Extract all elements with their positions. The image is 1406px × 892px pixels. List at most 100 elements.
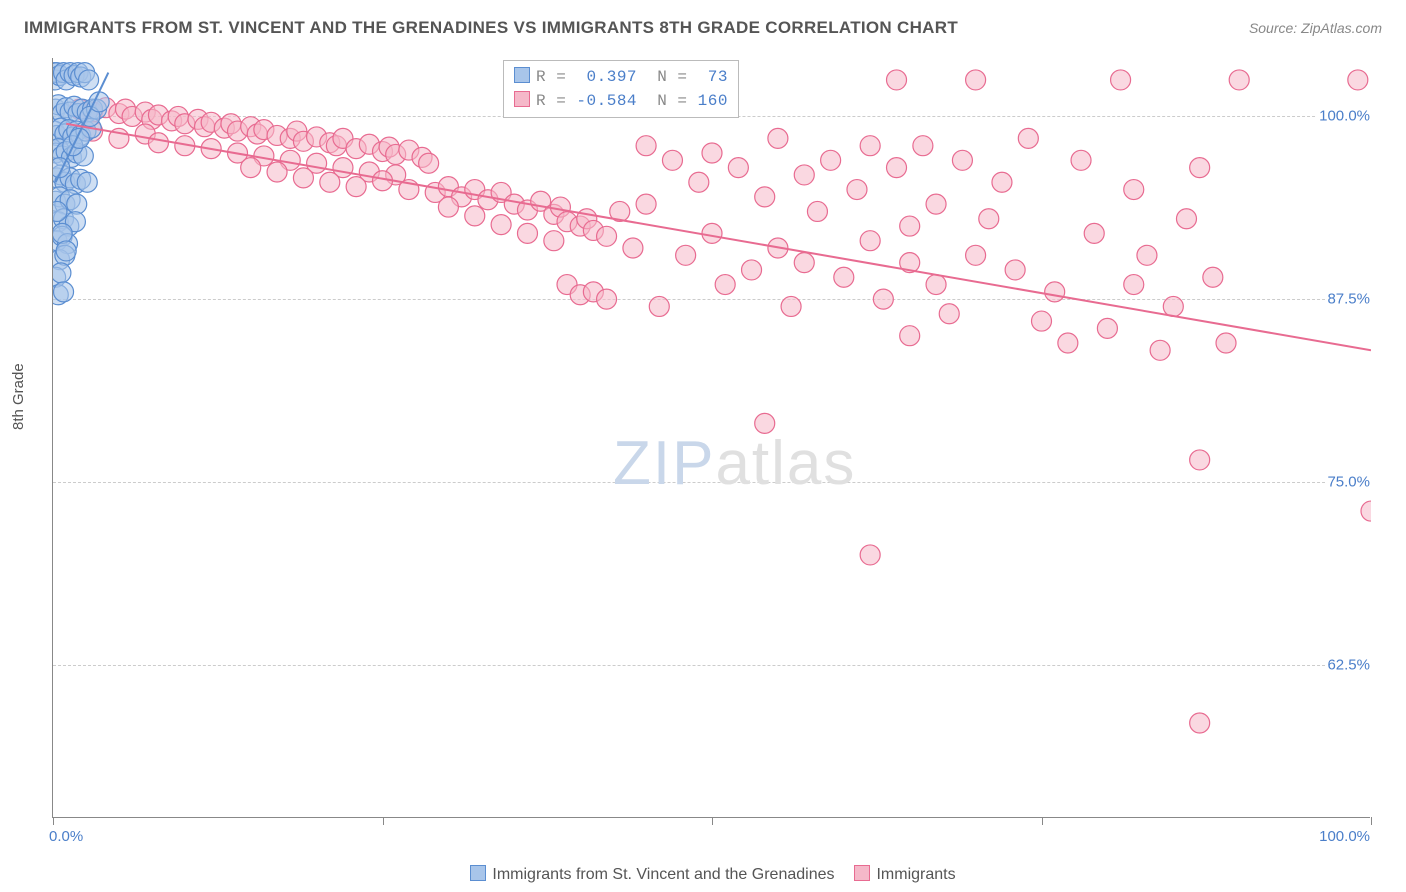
data-point-imm: [900, 326, 920, 346]
data-point-imm: [1084, 223, 1104, 243]
x-tick-mark: [1371, 817, 1372, 825]
data-point-imm: [1190, 450, 1210, 470]
data-point-imm: [1124, 180, 1144, 200]
legend-label-svg: Immigrants from St. Vincent and the Gren…: [492, 866, 834, 883]
x-tick-mark: [1042, 817, 1043, 825]
data-point-imm: [346, 177, 366, 197]
data-point-imm: [979, 209, 999, 229]
data-point-imm: [1361, 501, 1371, 521]
y-axis-label: 8th Grade: [10, 363, 27, 430]
data-point-imm: [702, 143, 722, 163]
data-point-imm: [662, 150, 682, 170]
data-point-imm: [544, 231, 564, 251]
data-point-imm: [689, 172, 709, 192]
data-point-imm: [1137, 245, 1157, 265]
x-tick-mark: [53, 817, 54, 825]
data-point-imm: [676, 245, 696, 265]
data-point-imm: [1163, 296, 1183, 316]
data-point-imm: [952, 150, 972, 170]
data-point-imm: [768, 128, 788, 148]
chart-plot-area: 62.5%75.0%87.5%100.0%0.0%100.0%ZIPatlasR…: [52, 58, 1370, 818]
data-point-imm: [715, 275, 735, 295]
data-point-imm: [636, 136, 656, 156]
data-point-imm: [742, 260, 762, 280]
data-point-imm: [821, 150, 841, 170]
data-point-svg: [53, 263, 71, 283]
data-point-imm: [860, 545, 880, 565]
data-point-imm: [873, 289, 893, 309]
data-point-imm: [900, 216, 920, 236]
data-point-imm: [702, 223, 722, 243]
chart-title: IMMIGRANTS FROM ST. VINCENT AND THE GREN…: [24, 18, 958, 38]
data-point-imm: [1111, 70, 1131, 90]
data-point-imm: [517, 223, 537, 243]
data-point-imm: [636, 194, 656, 214]
data-point-imm: [1190, 158, 1210, 178]
data-point-imm: [649, 296, 669, 316]
data-point-svg: [53, 201, 67, 221]
data-point-imm: [887, 70, 907, 90]
data-point-imm: [728, 158, 748, 178]
data-point-imm: [1190, 713, 1210, 733]
data-point-imm: [465, 206, 485, 226]
data-point-svg: [56, 241, 76, 261]
x-tick-mark: [383, 817, 384, 825]
data-point-imm: [320, 172, 340, 192]
swatch-imm: [514, 91, 530, 107]
data-point-imm: [794, 253, 814, 273]
data-point-imm: [148, 133, 168, 153]
data-point-imm: [597, 289, 617, 309]
data-point-imm: [939, 304, 959, 324]
scatter-svg: [53, 58, 1371, 818]
data-point-imm: [1348, 70, 1368, 90]
data-point-imm: [267, 162, 287, 182]
data-point-imm: [847, 180, 867, 200]
data-point-imm: [1097, 318, 1117, 338]
data-point-imm: [860, 231, 880, 251]
data-point-imm: [887, 158, 907, 178]
stats-legend-box: R = 0.397 N = 73R = -0.584 N = 160: [503, 60, 739, 118]
data-point-imm: [1018, 128, 1038, 148]
legend-swatch-svg: [470, 865, 486, 881]
data-point-imm: [1150, 340, 1170, 360]
data-point-imm: [755, 187, 775, 207]
data-point-svg: [89, 92, 109, 112]
data-point-imm: [834, 267, 854, 287]
stats-row-imm: R = -0.584 N = 160: [514, 89, 728, 113]
data-point-imm: [755, 413, 775, 433]
data-point-imm: [241, 158, 261, 178]
source-attribution: Source: ZipAtlas.com: [1249, 20, 1382, 36]
data-point-imm: [1229, 70, 1249, 90]
data-point-imm: [926, 275, 946, 295]
data-point-imm: [293, 168, 313, 188]
swatch-svg: [514, 67, 530, 83]
data-point-imm: [1216, 333, 1236, 353]
data-point-imm: [992, 172, 1012, 192]
data-point-svg: [53, 223, 72, 243]
legend-swatch-imm: [854, 865, 870, 881]
x-tick-mark: [712, 817, 713, 825]
data-point-imm: [1005, 260, 1025, 280]
data-point-imm: [807, 201, 827, 221]
data-point-imm: [419, 153, 439, 173]
data-point-svg: [79, 70, 99, 90]
data-point-imm: [597, 226, 617, 246]
x-tick-label: 100.0%: [1319, 828, 1370, 845]
data-point-svg: [77, 172, 97, 192]
data-point-imm: [623, 238, 643, 258]
data-point-imm: [1176, 209, 1196, 229]
data-point-imm: [491, 215, 511, 235]
x-tick-label: 0.0%: [49, 828, 83, 845]
data-point-imm: [1071, 150, 1091, 170]
data-point-imm: [1203, 267, 1223, 287]
data-point-imm: [794, 165, 814, 185]
data-point-imm: [781, 296, 801, 316]
data-point-svg: [54, 282, 74, 302]
data-point-imm: [1045, 282, 1065, 302]
data-point-imm: [860, 136, 880, 156]
data-point-imm: [966, 70, 986, 90]
data-point-imm: [1032, 311, 1052, 331]
data-point-imm: [926, 194, 946, 214]
data-point-imm: [966, 245, 986, 265]
data-point-imm: [913, 136, 933, 156]
